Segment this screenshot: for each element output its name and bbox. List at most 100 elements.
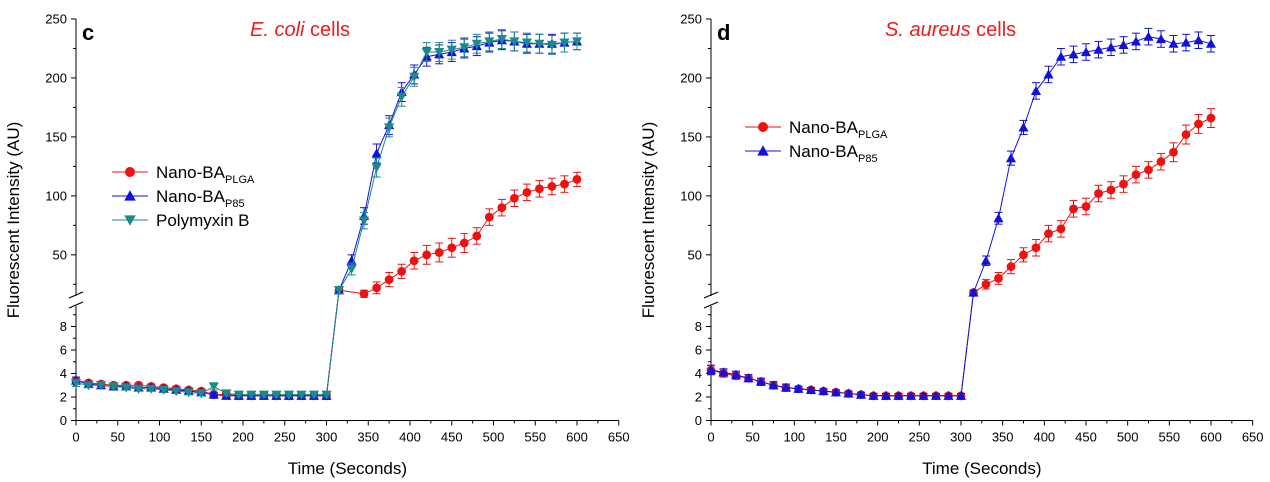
data-point bbox=[372, 283, 381, 293]
data-point bbox=[893, 390, 904, 400]
data-point bbox=[1194, 119, 1203, 129]
data-point bbox=[484, 37, 495, 47]
legend-label: Nano-BAP85 bbox=[789, 142, 878, 165]
data-point bbox=[1094, 189, 1103, 198]
legend-entry: Nano-BAPLGA bbox=[112, 163, 255, 186]
data-point bbox=[397, 266, 407, 276]
data-point bbox=[421, 47, 432, 58]
data-point bbox=[1168, 38, 1179, 48]
legend-entry: Polymyxin B bbox=[112, 211, 250, 230]
data-point bbox=[321, 390, 332, 400]
y-tick-label: 100 bbox=[45, 188, 67, 203]
x-tick-label: 200 bbox=[232, 430, 254, 445]
data-point bbox=[434, 47, 445, 58]
data-point bbox=[333, 286, 345, 296]
series-triangle-up bbox=[705, 27, 1217, 400]
data-point bbox=[981, 279, 991, 289]
series-circle bbox=[71, 171, 582, 401]
data-point bbox=[1019, 250, 1028, 260]
data-point bbox=[1030, 85, 1042, 95]
chart-panel-c: 0 50 100 150 200 250 300 350 400 450 500 550 600 6500… bbox=[4, 12, 630, 479]
x-tick-label: 100 bbox=[783, 430, 805, 445]
data-point bbox=[484, 212, 494, 222]
data-point bbox=[1118, 39, 1129, 49]
x-tick-label: 400 bbox=[1033, 430, 1055, 445]
y-tick-label: 6 bbox=[60, 343, 67, 358]
data-point bbox=[434, 248, 444, 257]
data-point bbox=[535, 184, 544, 194]
y-tick-label: 4 bbox=[60, 366, 67, 381]
data-point bbox=[1105, 42, 1117, 52]
data-point bbox=[371, 163, 382, 173]
data-point bbox=[1181, 130, 1191, 139]
data-point bbox=[283, 390, 294, 400]
data-point bbox=[993, 213, 1004, 223]
y-tick-label: 150 bbox=[680, 129, 702, 144]
axis-break-mark bbox=[703, 291, 719, 299]
data-point bbox=[359, 289, 369, 299]
data-point bbox=[409, 72, 420, 82]
series-line bbox=[75, 38, 578, 396]
y-tick-label: 2 bbox=[60, 390, 67, 405]
data-point bbox=[943, 390, 954, 400]
series-triangle-down bbox=[70, 29, 583, 400]
data-point bbox=[793, 383, 804, 393]
x-tick-label: 400 bbox=[399, 430, 421, 445]
data-point bbox=[296, 390, 307, 400]
data-point bbox=[171, 387, 182, 397]
data-point bbox=[1093, 44, 1104, 54]
y-tick-label: 100 bbox=[680, 188, 702, 203]
data-point bbox=[1069, 204, 1078, 214]
x-tick-label: 600 bbox=[566, 430, 588, 445]
x-tick-label: 450 bbox=[441, 430, 463, 445]
data-point bbox=[1193, 35, 1204, 45]
data-point bbox=[868, 390, 879, 400]
chart-title: E. coli cells bbox=[250, 19, 350, 41]
x-tick-label: 500 bbox=[1117, 430, 1139, 445]
x-tick-label: 300 bbox=[316, 430, 338, 445]
y-tick-label: 250 bbox=[45, 12, 67, 27]
x-tick-label: 150 bbox=[190, 430, 212, 445]
x-tick-label: 0 bbox=[707, 430, 714, 445]
data-point bbox=[346, 255, 357, 265]
data-point bbox=[1055, 51, 1067, 61]
data-point bbox=[780, 382, 792, 392]
x-tick-label: 50 bbox=[745, 430, 759, 445]
y-tick-label: 8 bbox=[695, 319, 702, 334]
data-point bbox=[308, 390, 320, 400]
x-tick-label: 500 bbox=[483, 430, 505, 445]
legend-label: Nano-BAPLGA bbox=[789, 118, 888, 141]
data-point bbox=[422, 250, 432, 260]
legend-entry: Nano-BAPLGA bbox=[745, 118, 888, 141]
x-tick-label: 200 bbox=[867, 430, 889, 445]
data-point bbox=[1131, 170, 1141, 180]
data-point bbox=[980, 255, 992, 265]
y-tick-label: 8 bbox=[60, 319, 67, 334]
x-tick-label: 550 bbox=[1158, 430, 1180, 445]
data-point bbox=[905, 390, 917, 400]
data-point bbox=[880, 390, 892, 400]
y-tick-label: 250 bbox=[680, 12, 702, 27]
data-point bbox=[818, 386, 829, 396]
data-point bbox=[1081, 202, 1091, 211]
data-point bbox=[1005, 153, 1017, 163]
data-point bbox=[758, 122, 768, 132]
data-point bbox=[1180, 37, 1192, 47]
data-point bbox=[559, 38, 570, 48]
legend-label: Nano-BAP85 bbox=[156, 187, 245, 210]
series-line bbox=[710, 117, 1212, 397]
chart-panel-d: 0 50 100 150 200 250 300 350 400 450 500 550 600 6500… bbox=[639, 12, 1264, 479]
data-point bbox=[384, 275, 394, 284]
data-point bbox=[768, 380, 779, 390]
data-point bbox=[546, 40, 558, 51]
x-tick-label: 350 bbox=[357, 430, 379, 445]
data-point bbox=[371, 148, 382, 158]
data-point bbox=[547, 182, 557, 191]
x-tick-label: 250 bbox=[274, 430, 296, 445]
data-point bbox=[1143, 31, 1154, 41]
y-tick-label: 150 bbox=[45, 129, 67, 144]
x-tick-label: 300 bbox=[950, 430, 972, 445]
x-tick-label: 150 bbox=[825, 430, 847, 445]
legend-entry: Nano-BAP85 bbox=[112, 187, 245, 210]
